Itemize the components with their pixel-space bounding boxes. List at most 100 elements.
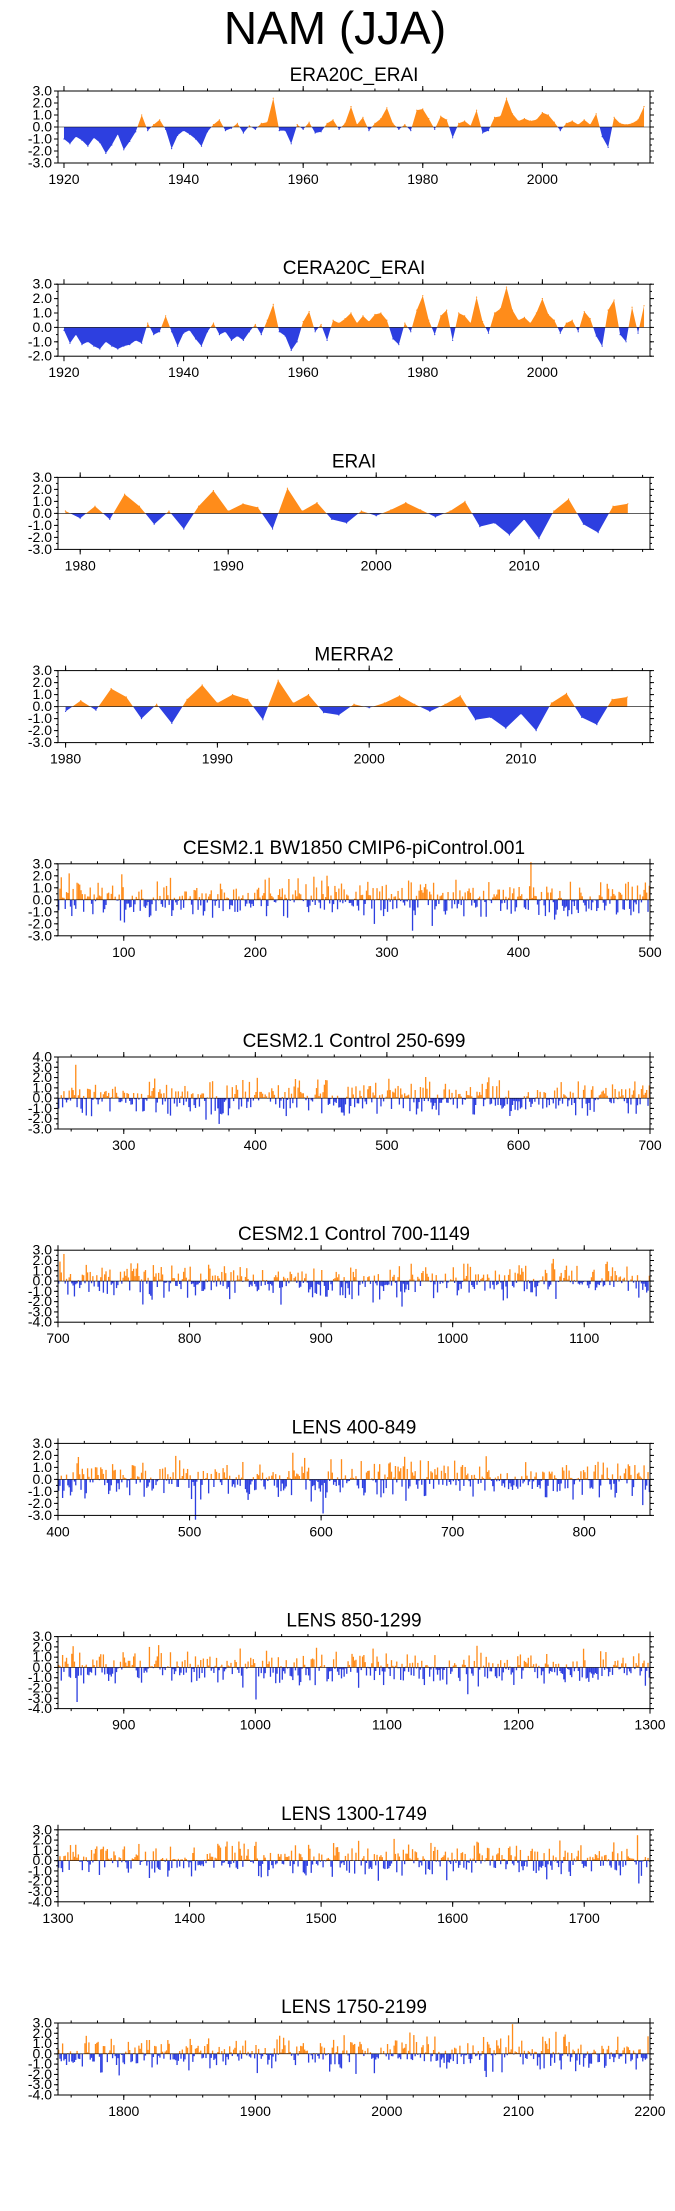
bar: [472, 1098, 473, 1114]
bar: [84, 894, 85, 900]
bar: [632, 887, 633, 900]
bar: [593, 1472, 594, 1480]
bar: [566, 2046, 567, 2054]
bar: [436, 1098, 437, 1110]
bar: [284, 895, 285, 900]
bar: [238, 1475, 239, 1480]
bar: [218, 2047, 219, 2054]
bar: [282, 1479, 283, 1483]
bar: [607, 1096, 608, 1098]
bar: [100, 1092, 101, 1098]
bar: [480, 1479, 481, 1483]
data-point: [505, 728, 506, 729]
bar: [483, 1098, 484, 1106]
bar: [490, 1667, 491, 1671]
bar: [165, 900, 166, 908]
bar: [376, 1657, 377, 1668]
bar: [492, 1281, 493, 1285]
x-tick-label: 1990: [213, 557, 244, 573]
bar: [268, 878, 269, 900]
bar: [420, 1667, 421, 1669]
bar: [59, 1262, 60, 1282]
data-point: [542, 112, 543, 113]
bar: [438, 1667, 439, 1670]
bar: [553, 1662, 554, 1668]
bar: [140, 1479, 141, 1482]
bar: [290, 1098, 291, 1108]
data-point: [566, 693, 567, 694]
y-tick-label: -3.0: [28, 1507, 52, 1523]
bar: [500, 1474, 501, 1480]
bar: [265, 880, 266, 900]
bar: [213, 1667, 214, 1673]
bar: [165, 1467, 166, 1479]
bar: [379, 1667, 380, 1675]
bar: [355, 2054, 356, 2074]
bar: [562, 1667, 563, 1673]
bar: [94, 1854, 95, 1861]
bar: [215, 1275, 216, 1281]
bar: [322, 1092, 323, 1098]
bar: [186, 1473, 187, 1479]
bar: [157, 1098, 158, 1102]
bar: [436, 900, 437, 906]
bar: [405, 1479, 406, 1500]
bar: [517, 1479, 518, 1488]
bar: [600, 1861, 601, 1866]
data-point: [390, 509, 391, 510]
data-point: [156, 704, 157, 705]
bar: [345, 1856, 346, 1861]
bar: [299, 2051, 300, 2054]
bar: [186, 892, 187, 900]
x-tick-label: 1800: [108, 2103, 139, 2119]
bar: [192, 900, 193, 914]
bar: [633, 1656, 634, 1667]
bar: [72, 1472, 73, 1479]
bar: [253, 1098, 254, 1100]
bar: [67, 1852, 68, 1860]
bar: [413, 1098, 414, 1102]
bar: [437, 1667, 438, 1674]
bar: [559, 1098, 560, 1101]
bar: [305, 1861, 306, 1876]
data-point: [470, 125, 471, 126]
bar: [136, 1854, 137, 1860]
bar: [355, 1476, 356, 1479]
bar: [524, 900, 525, 908]
bar: [228, 1479, 229, 1493]
data-point: [219, 334, 220, 335]
bar: [197, 900, 198, 910]
x-tick-label: 1500: [306, 1910, 337, 1926]
data-point: [202, 684, 203, 685]
bar: [216, 1858, 217, 1860]
bar: [186, 1098, 187, 1101]
bar: [205, 1861, 206, 1863]
data-point: [213, 490, 214, 491]
bar: [200, 1479, 201, 1499]
bar: [546, 2044, 547, 2054]
bar: [363, 900, 364, 915]
bar: [393, 897, 394, 900]
bar: [101, 2054, 102, 2073]
bar: [645, 1479, 646, 1489]
data-point: [356, 322, 357, 323]
bar: [65, 1662, 66, 1668]
bar: [471, 900, 472, 906]
bar: [532, 2049, 533, 2054]
bar: [301, 2046, 302, 2054]
bar: [109, 1098, 110, 1111]
bar: [561, 1082, 562, 1098]
bar: [113, 1851, 114, 1860]
bar: [136, 1479, 137, 1483]
bar: [112, 1464, 113, 1479]
bar: [91, 1850, 92, 1861]
bar: [76, 1281, 77, 1283]
bar: [629, 1667, 630, 1671]
bar: [179, 1098, 180, 1103]
bar: [521, 1667, 522, 1678]
bar: [215, 900, 216, 906]
bar: [137, 1263, 138, 1281]
bar: [561, 1667, 562, 1673]
bar: [75, 1845, 76, 1861]
bar: [539, 1861, 540, 1867]
